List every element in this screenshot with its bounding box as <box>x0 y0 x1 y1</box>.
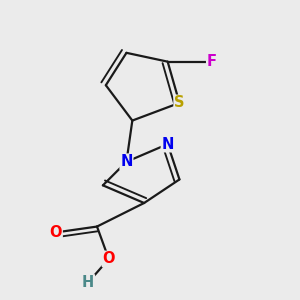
Text: N: N <box>161 136 174 152</box>
Text: O: O <box>103 251 115 266</box>
Text: H: H <box>82 275 94 290</box>
Text: O: O <box>50 225 62 240</box>
Text: F: F <box>207 54 217 69</box>
Text: N: N <box>120 154 133 169</box>
Text: S: S <box>174 95 185 110</box>
